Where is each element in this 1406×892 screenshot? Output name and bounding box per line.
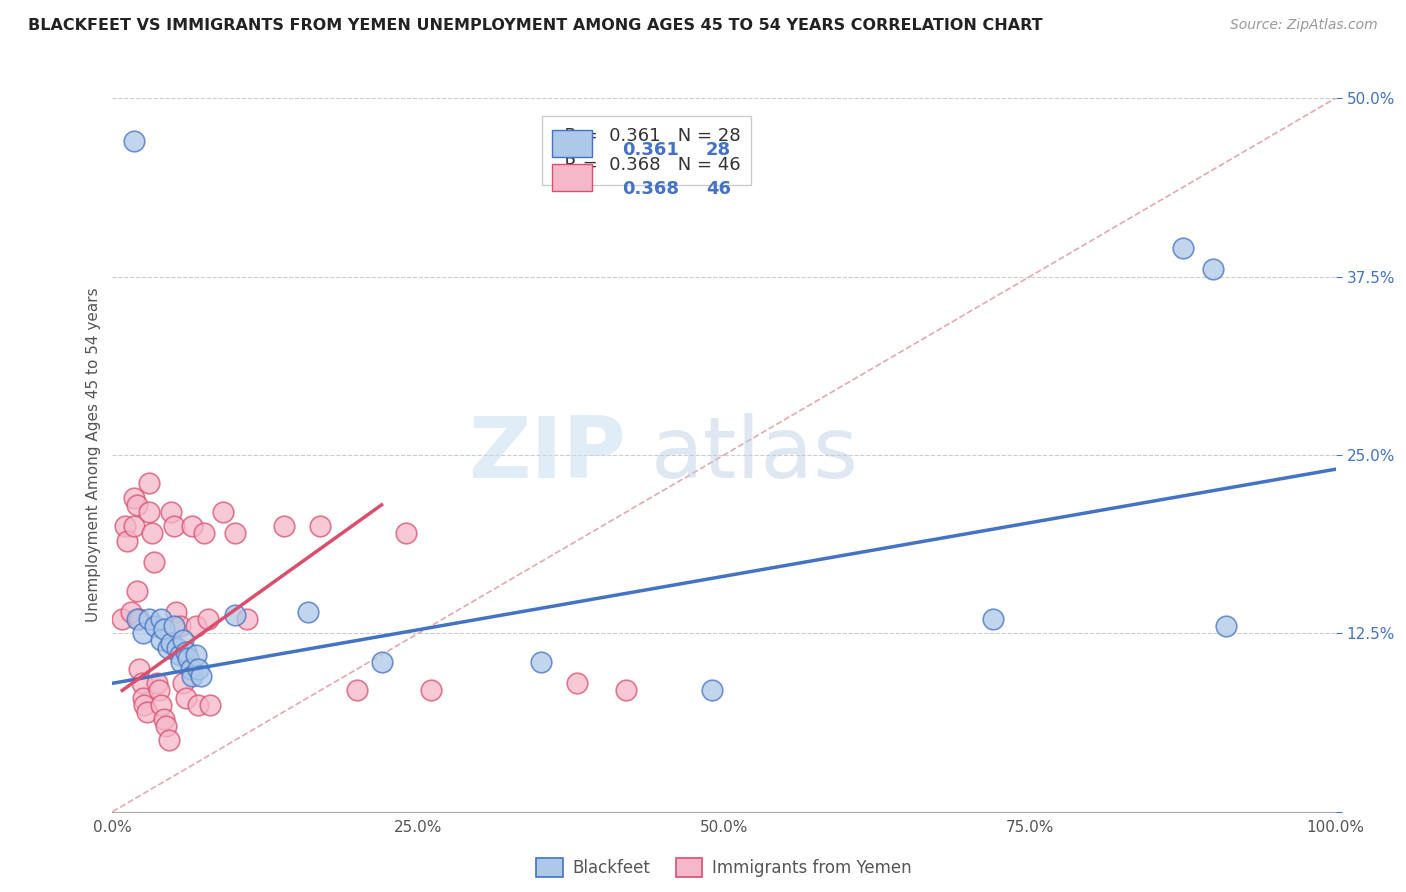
Point — [177, 650, 200, 665]
Point — [419, 683, 441, 698]
Text: 28: 28 — [706, 141, 731, 159]
Point — [190, 669, 212, 683]
Point — [346, 683, 368, 698]
Point — [309, 519, 332, 533]
Point — [184, 648, 207, 662]
Point — [567, 676, 589, 690]
Point — [193, 526, 215, 541]
Point — [200, 698, 222, 712]
Point — [370, 655, 392, 669]
Point — [169, 619, 191, 633]
Point — [114, 519, 136, 533]
Point — [143, 619, 166, 633]
Point — [156, 640, 179, 655]
Point — [125, 583, 148, 598]
Point — [180, 662, 202, 676]
Point — [157, 733, 180, 747]
Text: Source: ZipAtlas.com: Source: ZipAtlas.com — [1230, 18, 1378, 32]
Point — [224, 526, 246, 541]
Point — [150, 698, 173, 712]
Point — [134, 698, 156, 712]
Point — [125, 612, 148, 626]
Text: 0.361: 0.361 — [623, 141, 679, 159]
Point — [169, 648, 191, 662]
Point — [150, 612, 173, 626]
Point — [160, 636, 183, 650]
Point — [124, 134, 146, 148]
Point — [1171, 241, 1194, 255]
Point — [135, 705, 157, 719]
Point — [132, 690, 155, 705]
Point — [148, 683, 170, 698]
Point — [181, 519, 204, 533]
Point — [155, 719, 177, 733]
Point — [187, 698, 209, 712]
Point — [120, 605, 142, 619]
Point — [700, 683, 723, 698]
Text: 46: 46 — [706, 180, 731, 198]
Point — [153, 712, 176, 726]
Point — [141, 526, 163, 541]
Point — [166, 640, 188, 655]
Point — [125, 498, 148, 512]
Text: 0.368: 0.368 — [623, 180, 679, 198]
Point — [981, 612, 1004, 626]
FancyBboxPatch shape — [551, 130, 592, 157]
Point — [236, 612, 259, 626]
Y-axis label: Unemployment Among Ages 45 to 54 years: Unemployment Among Ages 45 to 54 years — [86, 287, 101, 623]
Point — [1215, 619, 1237, 633]
Point — [128, 612, 150, 626]
Point — [163, 619, 186, 633]
Point — [174, 645, 197, 659]
Point — [172, 633, 194, 648]
Point — [187, 662, 209, 676]
Point — [529, 655, 551, 669]
Point — [115, 533, 138, 548]
Point — [184, 619, 207, 633]
Text: R =  0.361   N = 28
  R =  0.368   N = 46: R = 0.361 N = 28 R = 0.368 N = 46 — [553, 127, 741, 174]
Point — [211, 505, 233, 519]
Text: BLACKFEET VS IMMIGRANTS FROM YEMEN UNEMPLOYMENT AMONG AGES 45 TO 54 YEARS CORREL: BLACKFEET VS IMMIGRANTS FROM YEMEN UNEMP… — [28, 18, 1043, 33]
Point — [150, 633, 173, 648]
Point — [124, 491, 146, 505]
Point — [273, 519, 295, 533]
Point — [160, 505, 183, 519]
Point — [153, 622, 176, 636]
Point — [614, 683, 637, 698]
Point — [132, 626, 155, 640]
Point — [197, 612, 219, 626]
Point — [128, 662, 150, 676]
Point — [1202, 262, 1225, 277]
Point — [145, 676, 167, 690]
Point — [181, 669, 204, 683]
Point — [174, 690, 197, 705]
Point — [111, 612, 134, 626]
Point — [165, 605, 187, 619]
Point — [131, 676, 153, 690]
Text: atlas: atlas — [651, 413, 859, 497]
Point — [395, 526, 418, 541]
Legend: Blackfeet, Immigrants from Yemen: Blackfeet, Immigrants from Yemen — [527, 849, 921, 886]
Point — [163, 519, 186, 533]
Point — [297, 605, 319, 619]
Point — [172, 676, 194, 690]
Point — [138, 612, 160, 626]
Point — [138, 505, 160, 519]
Point — [124, 519, 146, 533]
Point — [224, 607, 246, 622]
FancyBboxPatch shape — [551, 164, 592, 191]
Point — [138, 476, 160, 491]
Text: ZIP: ZIP — [468, 413, 626, 497]
Point — [170, 655, 193, 669]
Point — [143, 555, 166, 569]
